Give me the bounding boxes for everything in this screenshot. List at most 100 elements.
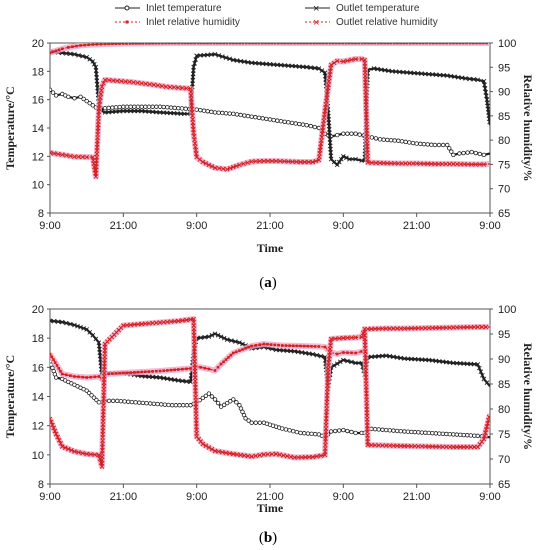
data-point	[173, 368, 176, 372]
data-point	[166, 402, 171, 408]
data-point	[354, 351, 357, 355]
data-point	[297, 121, 302, 127]
data-point	[146, 109, 152, 114]
data-point	[110, 398, 116, 404]
data-point	[292, 455, 297, 460]
data-point	[405, 326, 411, 331]
data-point	[118, 43, 121, 45]
y-left-tick-label: 20	[32, 304, 44, 316]
data-point	[345, 358, 350, 364]
data-point	[472, 43, 475, 45]
data-point	[203, 393, 209, 398]
data-point	[159, 83, 165, 89]
data-point	[457, 151, 462, 156]
data-point	[283, 427, 289, 432]
x-tick-label: 9:00	[39, 491, 60, 503]
data-point	[64, 373, 68, 377]
data-point	[180, 318, 185, 323]
data-point	[391, 326, 396, 331]
data-point	[144, 401, 149, 406]
data-point	[253, 453, 259, 459]
data-point	[286, 120, 291, 125]
data-point	[310, 351, 316, 357]
data-point	[209, 52, 214, 57]
data-point	[468, 43, 472, 45]
data-point	[115, 398, 120, 404]
data-point	[155, 401, 160, 407]
data-point	[51, 425, 56, 431]
data-point	[248, 43, 251, 45]
data-point	[157, 375, 163, 380]
data-point	[440, 325, 446, 331]
data-point	[445, 142, 450, 148]
data-point	[111, 372, 114, 375]
data-point	[245, 453, 251, 459]
plot-area-a: 8 10 12 14 16 18 20 65 70 75 80 85 90 95 100 9:00 21:00 9…	[3, 38, 535, 255]
data-point	[71, 45, 74, 49]
data-point	[454, 432, 460, 437]
data-point	[383, 43, 386, 45]
data-point	[275, 62, 280, 68]
data-point	[55, 434, 60, 440]
data-point	[161, 319, 166, 325]
data-point	[80, 154, 85, 160]
data-point	[194, 107, 199, 112]
data-point	[482, 43, 485, 45]
data-point	[93, 375, 97, 379]
data-point	[128, 322, 133, 328]
data-point	[341, 357, 346, 363]
data-point	[243, 416, 248, 421]
data-point	[286, 63, 291, 68]
data-point	[113, 105, 119, 110]
data-point	[84, 98, 89, 104]
data-point	[181, 367, 184, 371]
data-point	[380, 443, 385, 448]
data-point	[183, 106, 188, 111]
data-point	[91, 61, 97, 67]
data-point	[126, 399, 131, 404]
data-point	[262, 342, 266, 346]
data-point	[284, 344, 288, 347]
data-point	[461, 150, 466, 156]
data-point	[314, 352, 320, 358]
data-point	[231, 397, 236, 402]
data-point	[72, 96, 77, 101]
data-point	[76, 52, 81, 58]
data-point	[264, 43, 267, 45]
data-point	[155, 369, 158, 373]
data-point	[135, 80, 140, 86]
data-point	[50, 51, 52, 55]
data-point	[52, 428, 58, 434]
data-point	[415, 70, 421, 76]
data-point	[369, 135, 375, 140]
data-point	[382, 67, 388, 73]
data-point	[75, 323, 80, 329]
data-point	[133, 400, 138, 405]
data-point	[430, 430, 435, 436]
data-point	[394, 443, 400, 449]
data-point	[310, 454, 316, 460]
data-point	[360, 350, 363, 353]
data-point	[345, 58, 350, 63]
data-point	[154, 374, 159, 380]
data-point	[403, 139, 408, 145]
data-point	[182, 111, 187, 117]
x-tick-label: 21:00	[256, 491, 284, 503]
data-point	[410, 140, 416, 146]
data-point	[418, 161, 423, 166]
data-point	[132, 108, 137, 114]
data-point	[63, 153, 69, 158]
data-point	[135, 108, 141, 114]
data-point	[447, 432, 453, 437]
data-point	[162, 402, 168, 407]
data-point	[260, 116, 265, 121]
data-point	[83, 43, 86, 47]
data-point	[224, 358, 228, 361]
y-left-axis-label: Temperature/°C	[3, 86, 17, 169]
data-point	[334, 162, 340, 168]
data-point	[315, 43, 319, 45]
data-point	[96, 106, 102, 111]
data-point	[447, 146, 452, 151]
data-point	[260, 43, 264, 45]
data-point	[302, 43, 306, 45]
